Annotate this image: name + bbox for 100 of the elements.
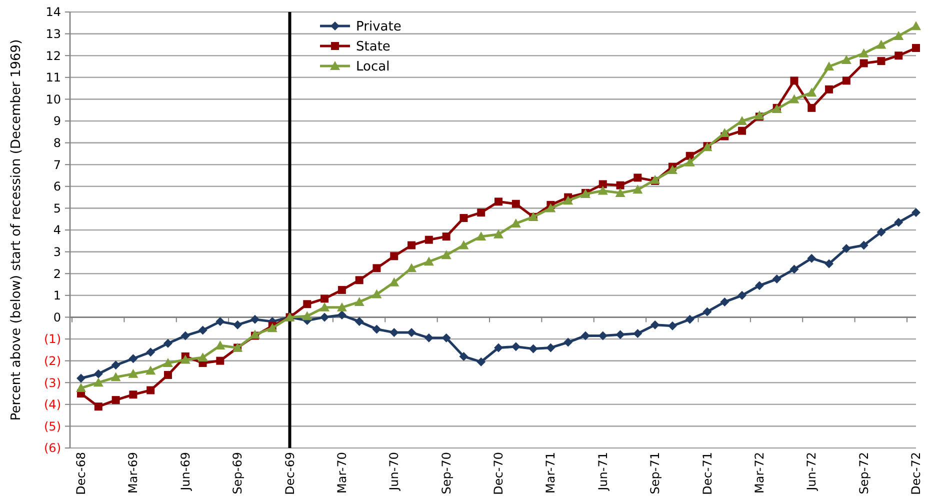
point — [790, 264, 799, 274]
point — [738, 126, 746, 135]
y-tick-label: (1) — [44, 332, 61, 346]
point — [128, 368, 138, 378]
point — [442, 232, 450, 241]
point — [598, 180, 607, 188]
point — [163, 338, 172, 348]
point — [146, 366, 156, 375]
y-tick-label: 5 — [53, 201, 61, 216]
point — [685, 314, 694, 324]
point — [876, 40, 886, 49]
point — [598, 186, 608, 195]
x-tick-label: Mar-70 — [334, 452, 349, 494]
point — [76, 374, 86, 383]
y-tick-label: 1 — [53, 288, 61, 303]
point — [616, 181, 624, 190]
point — [320, 312, 330, 322]
point — [93, 378, 104, 387]
y-tick-label: 7 — [53, 158, 61, 172]
point — [94, 402, 102, 411]
y-tick-label: 14 — [46, 5, 61, 20]
point — [511, 342, 520, 352]
point — [216, 356, 224, 365]
point — [460, 214, 468, 222]
point — [146, 386, 155, 394]
point — [320, 302, 330, 312]
point — [580, 331, 590, 340]
legend-label: State — [356, 40, 390, 55]
point — [162, 358, 173, 367]
y-tick-label: 9 — [53, 114, 61, 128]
point — [824, 62, 834, 70]
y-tick-label: 13 — [46, 27, 61, 41]
x-tick-label: Sep-71 — [648, 452, 662, 494]
point — [372, 264, 381, 272]
point — [512, 200, 520, 208]
point — [424, 236, 433, 244]
y-tick-label: 3 — [53, 245, 61, 259]
point — [94, 369, 103, 378]
point — [303, 300, 312, 308]
point — [459, 352, 468, 361]
point — [355, 276, 364, 284]
point — [338, 286, 346, 294]
x-tick-label: Sep-72 — [856, 452, 871, 494]
point — [842, 244, 851, 254]
point — [146, 348, 156, 357]
y-axis-title: Percent above (below) start of recession (December 1969) — [9, 39, 24, 421]
point — [112, 396, 120, 404]
point — [336, 302, 347, 312]
x-tick-label: Mar-71 — [544, 452, 558, 494]
point — [859, 240, 868, 250]
point — [877, 57, 886, 66]
point — [372, 289, 382, 298]
point — [216, 317, 225, 326]
point — [667, 165, 678, 174]
point — [458, 240, 469, 250]
y-tick-label: 8 — [53, 136, 61, 150]
point — [180, 354, 190, 364]
legend-label: Private — [356, 20, 402, 35]
x-tick-label: Dec-71 — [700, 452, 714, 495]
point — [911, 21, 921, 30]
point — [424, 256, 434, 266]
point — [894, 218, 904, 227]
point — [615, 188, 626, 197]
point — [789, 94, 800, 104]
point — [738, 290, 747, 300]
y-tick-label: 11 — [46, 70, 61, 85]
point — [110, 372, 121, 382]
point — [720, 128, 730, 137]
point — [476, 232, 486, 241]
x-tick-label: Jun-69 — [178, 452, 192, 492]
point — [684, 157, 695, 166]
y-tick-label: (3) — [44, 376, 61, 390]
point — [546, 203, 556, 212]
x-tick-label: Jun-71 — [596, 452, 610, 492]
y-tick-label: (5) — [44, 419, 61, 434]
point — [754, 281, 764, 290]
point — [354, 296, 364, 306]
point — [128, 354, 138, 364]
point — [634, 174, 642, 182]
point — [790, 76, 798, 85]
point — [894, 52, 903, 60]
x-tick-label: Dec-70 — [492, 452, 506, 495]
point — [912, 44, 920, 52]
point — [477, 208, 486, 217]
y-tick-label: 6 — [53, 180, 61, 194]
point — [111, 360, 120, 370]
point — [424, 333, 434, 342]
legend-label: Local — [356, 60, 390, 75]
x-tick-label: Mar-69 — [126, 452, 140, 494]
point — [894, 30, 904, 40]
point — [633, 329, 642, 338]
point — [164, 370, 172, 379]
point — [233, 320, 242, 330]
y-tick-label: (2) — [44, 354, 61, 368]
point — [408, 241, 416, 250]
point — [528, 344, 538, 354]
point — [267, 323, 278, 332]
point — [354, 317, 364, 326]
point — [563, 196, 574, 205]
point — [129, 390, 138, 399]
